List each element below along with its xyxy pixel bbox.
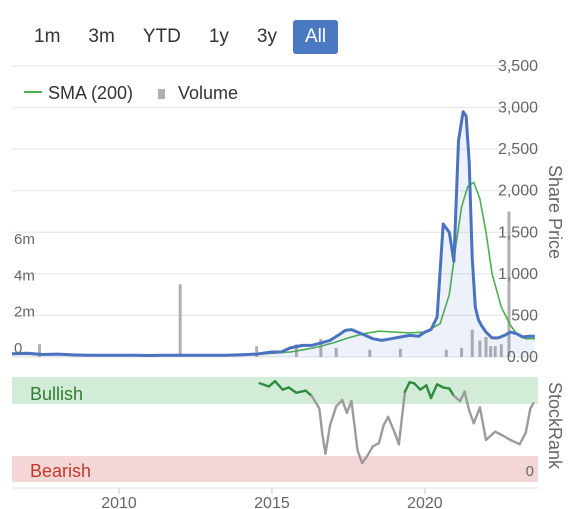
legend-volume-label: Volume bbox=[178, 83, 238, 103]
volume-bar bbox=[489, 346, 493, 357]
volume-bar bbox=[334, 347, 338, 357]
stockrank-segment bbox=[287, 386, 298, 394]
stockrank-segment bbox=[478, 406, 488, 442]
stockrank-segment bbox=[267, 380, 277, 388]
volume-bars bbox=[38, 211, 511, 357]
volume-bar bbox=[478, 340, 482, 357]
range-all-button[interactable]: All bbox=[292, 20, 339, 54]
stockrank-segment bbox=[518, 431, 527, 446]
volume-bar bbox=[499, 344, 503, 357]
x-tick-label: 2015 bbox=[254, 495, 290, 509]
legend-sma-label: SMA (200) bbox=[48, 83, 133, 103]
stockrank-segment bbox=[356, 449, 364, 465]
volume-bar bbox=[255, 346, 259, 357]
price-gridlines bbox=[12, 65, 538, 358]
range-1m-button[interactable]: 1m bbox=[22, 20, 72, 54]
volume-bar bbox=[507, 211, 511, 357]
volume-bar bbox=[38, 344, 42, 357]
rank-zero-tick: 0 bbox=[526, 463, 534, 480]
stockrank-segment bbox=[529, 402, 535, 410]
stockrank-segment bbox=[273, 380, 284, 391]
price-tick-label: 3,000 bbox=[498, 100, 538, 117]
x-axis-ticks: 2010 2015 2020 bbox=[101, 488, 443, 509]
price-tick-label: 2,000 bbox=[498, 183, 538, 200]
stockrank-segment bbox=[467, 409, 475, 425]
price-tick-label: 1,000 bbox=[498, 266, 538, 283]
volume-bar bbox=[460, 347, 464, 357]
volume-bar bbox=[484, 336, 488, 357]
volume-bar bbox=[319, 338, 323, 357]
volume-tick-label: 6m bbox=[14, 231, 35, 248]
price-tick-label: 2,500 bbox=[498, 141, 538, 158]
stockrank-segment bbox=[463, 390, 471, 412]
stockrank-segment bbox=[386, 415, 396, 433]
range-3y-button[interactable]: 3y bbox=[245, 20, 289, 54]
stockrank-segment bbox=[258, 382, 271, 388]
price-tick-label: 0.00 bbox=[507, 349, 538, 366]
volume-tick-label: 4m bbox=[14, 267, 35, 284]
stockrank-segment bbox=[524, 407, 532, 434]
stockrank-segment bbox=[425, 384, 433, 400]
bearish-band bbox=[12, 456, 538, 482]
x-tick-label: 2020 bbox=[407, 495, 443, 509]
volume-tick-label: 2m bbox=[14, 304, 35, 321]
stockrank-line bbox=[258, 380, 535, 465]
range-1y-button[interactable]: 1y bbox=[197, 20, 241, 54]
stockrank-segment bbox=[484, 430, 497, 442]
stockrank-segment bbox=[377, 424, 385, 445]
rank-axis-label: StockRank bbox=[545, 382, 565, 470]
stockrank-segment bbox=[324, 424, 332, 455]
stockrank-segment bbox=[452, 394, 462, 403]
x-tick-label: 2010 bbox=[101, 495, 137, 509]
volume-axis-ticks: 0 2m 4m 6m bbox=[14, 231, 35, 357]
stockrank-segment bbox=[360, 455, 368, 465]
stockrank-segment bbox=[334, 398, 344, 408]
price-tick-label: 3,500 bbox=[498, 58, 538, 75]
range-selector: 1m 3m YTD 1y 3y All bbox=[22, 20, 339, 54]
range-3m-button[interactable]: 3m bbox=[76, 20, 126, 54]
stockrank-segment bbox=[509, 438, 521, 446]
volume-bar bbox=[398, 348, 402, 357]
volume-bar bbox=[178, 284, 182, 357]
stockrank-segment bbox=[397, 390, 407, 446]
bearish-label: Bearish bbox=[30, 461, 91, 481]
legend-volume-swatch bbox=[158, 89, 165, 99]
stockrank-segment bbox=[448, 387, 456, 398]
price-axis-ticks: 0.00 500 1,000 1,500 2,000 2,500 3,000 3,500 bbox=[498, 58, 538, 366]
stockrank-segment bbox=[365, 445, 375, 458]
volume-bar bbox=[368, 349, 372, 357]
stockrank-segment bbox=[341, 398, 349, 414]
bullish-label: Bullish bbox=[30, 384, 83, 404]
volume-bar bbox=[470, 329, 474, 357]
price-tick-label: 500 bbox=[511, 307, 538, 324]
stockrank-segment bbox=[350, 399, 359, 452]
stockrank-segment bbox=[310, 394, 321, 410]
stockrank-segment bbox=[403, 381, 411, 393]
stockrank-segment bbox=[295, 389, 307, 394]
stockrank-segment bbox=[304, 389, 313, 398]
price-area bbox=[12, 111, 535, 357]
price-axis-label: Share Price bbox=[545, 165, 565, 259]
stockrank-segment bbox=[429, 383, 439, 400]
range-ytd-button[interactable]: YTD bbox=[131, 20, 193, 54]
stockrank-segment bbox=[472, 406, 482, 425]
chart-legend: SMA (200) Volume bbox=[24, 83, 238, 103]
volume-bar bbox=[444, 349, 448, 357]
price-line bbox=[11, 110, 535, 357]
volume-tick-label: 0 bbox=[14, 340, 22, 357]
volume-bar bbox=[493, 346, 497, 357]
stockrank-segment bbox=[500, 433, 512, 442]
price-tick-label: 1,500 bbox=[498, 224, 538, 241]
stockrank-segment bbox=[382, 415, 390, 427]
stockrank-segment bbox=[328, 405, 338, 427]
stockrank-segment bbox=[318, 407, 324, 436]
stockrank-segment bbox=[412, 382, 422, 391]
